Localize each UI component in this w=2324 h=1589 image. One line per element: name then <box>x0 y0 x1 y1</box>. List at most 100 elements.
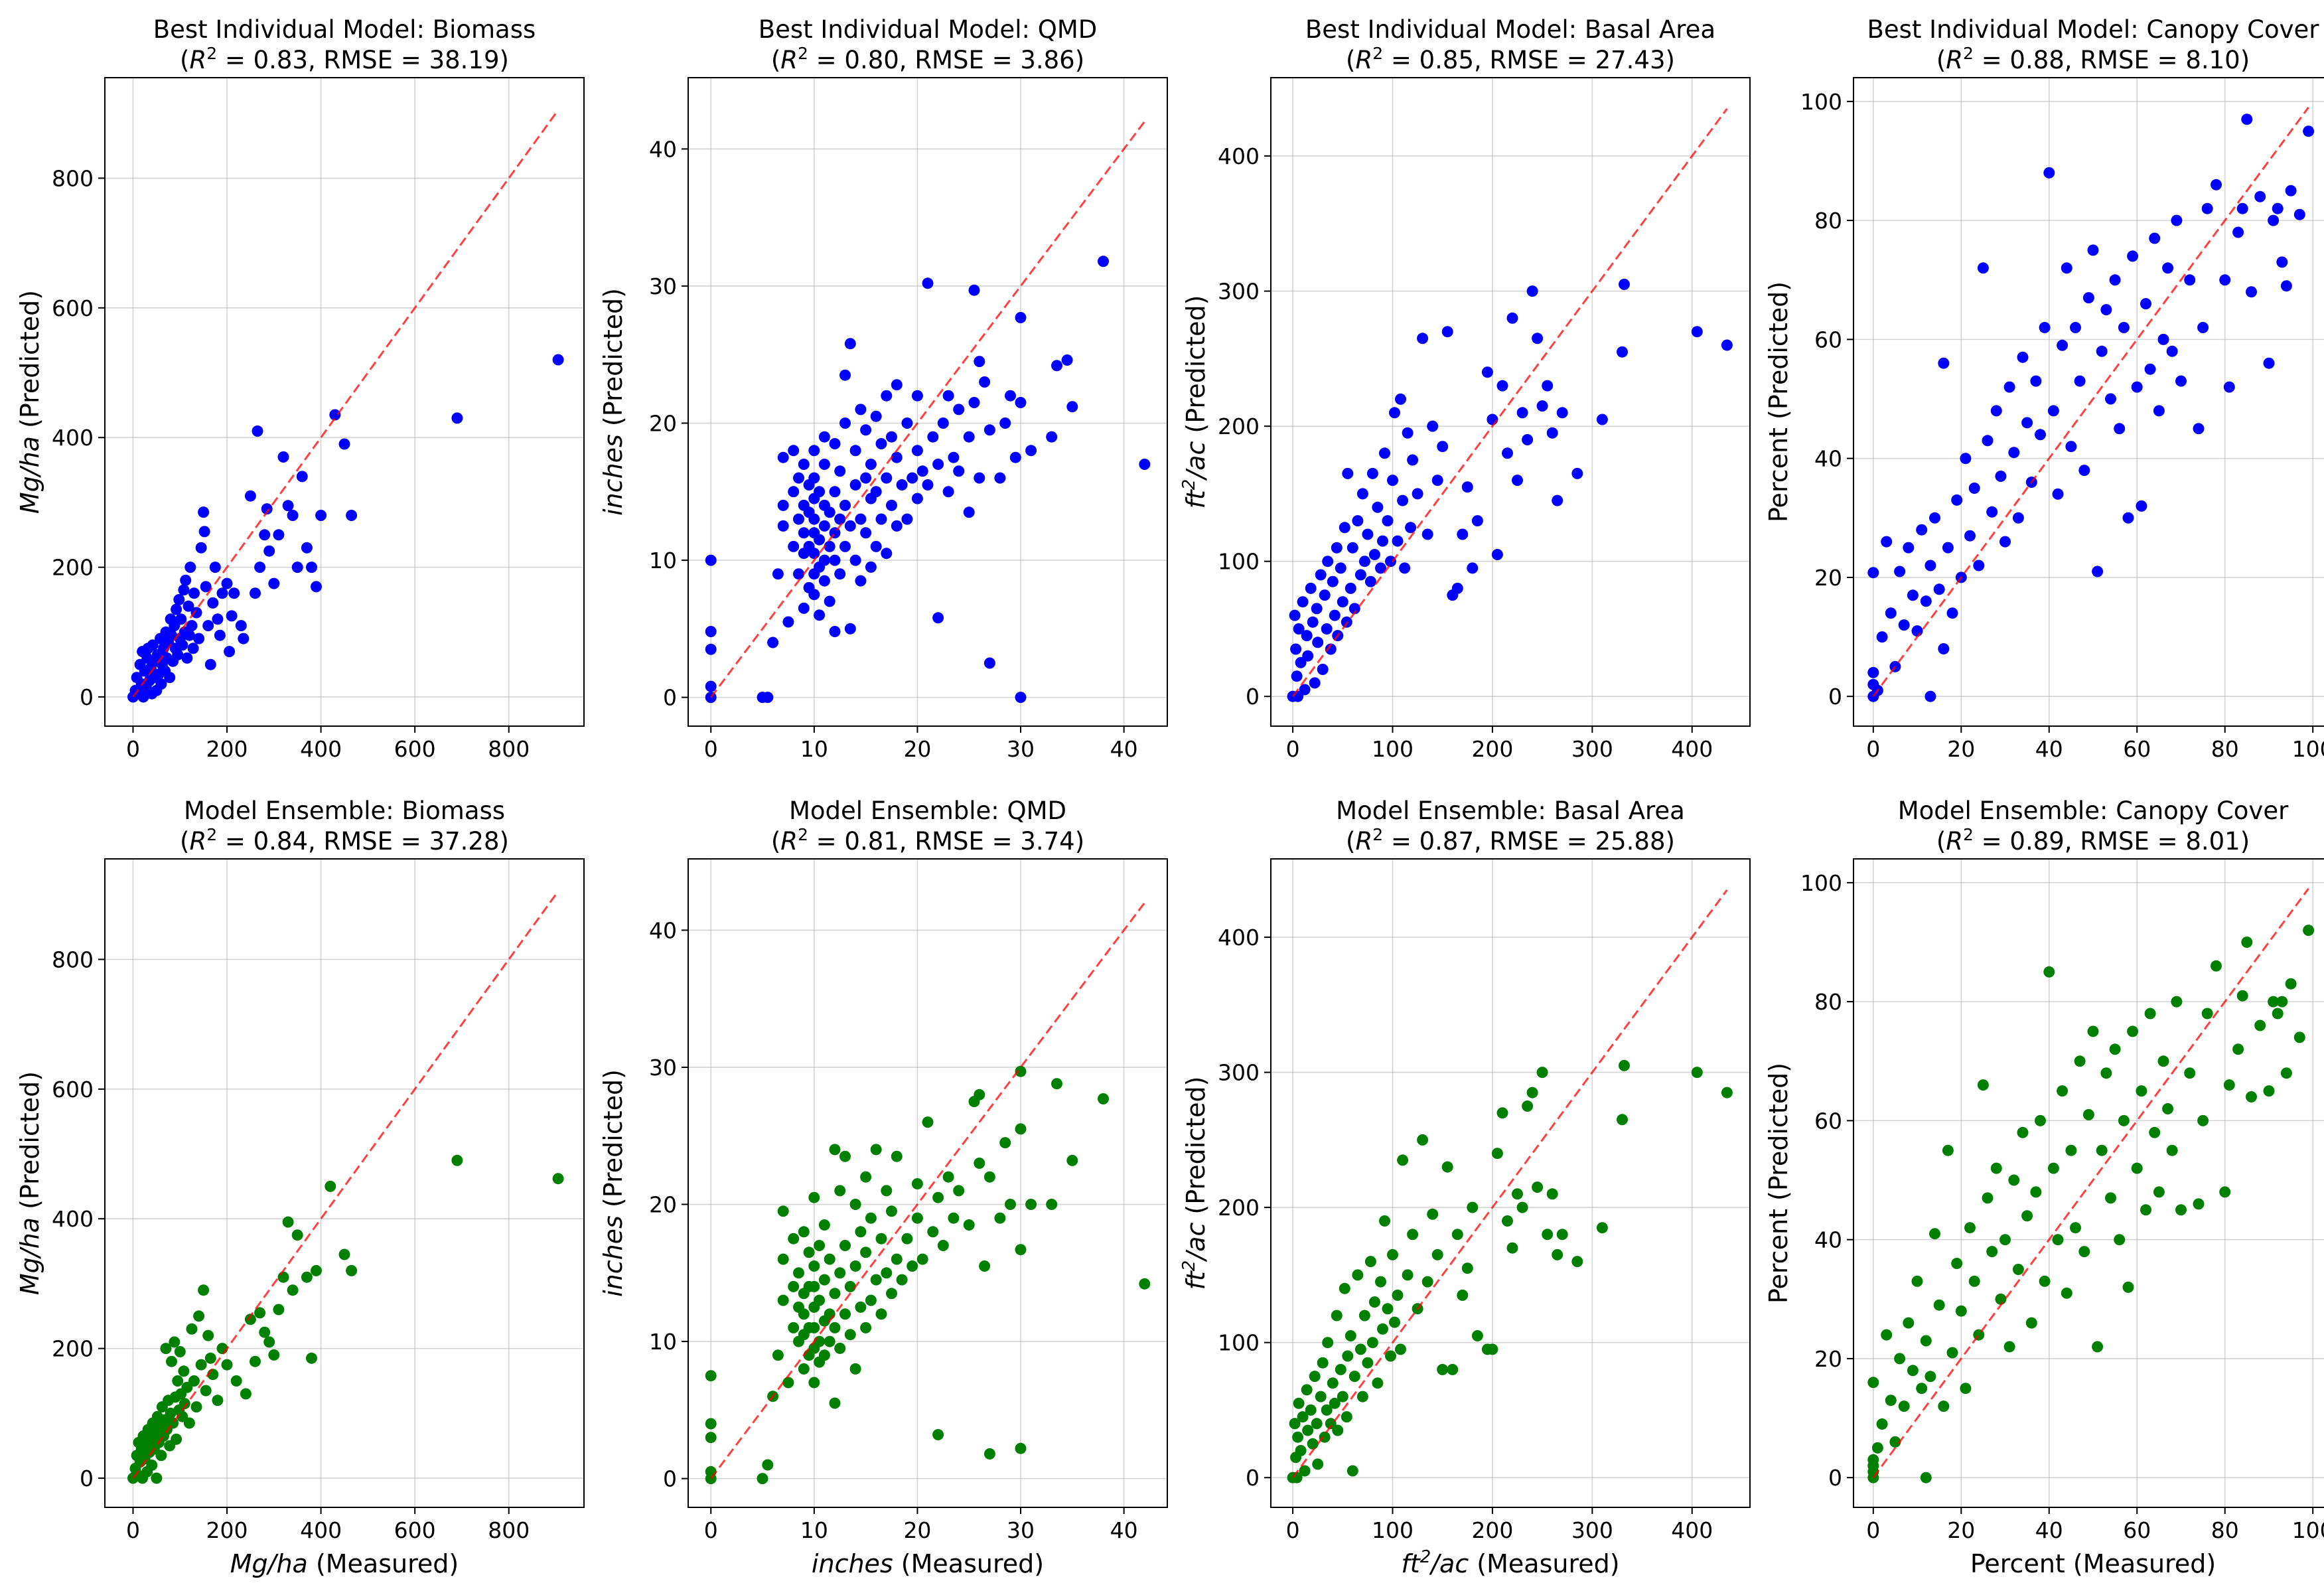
data-point <box>1427 420 1439 432</box>
y-axis-label: Percent (Predicted) <box>1764 1063 1793 1304</box>
data-point <box>1903 1317 1915 1329</box>
data-point <box>983 424 995 436</box>
data-point <box>1867 1377 1879 1389</box>
data-point <box>2303 125 2315 137</box>
y-axis-suffix: (Predicted) <box>599 1069 628 1215</box>
data-point <box>2157 1055 2169 1067</box>
data-point <box>1309 1371 1321 1383</box>
data-point <box>212 1395 224 1406</box>
data-point <box>174 1346 186 1357</box>
x-tick-label: 0 <box>1286 736 1300 762</box>
data-point <box>814 486 826 498</box>
data-point <box>814 534 826 546</box>
data-point <box>1066 401 1078 413</box>
data-point <box>1999 1234 2011 1246</box>
x-tick-label: 100 <box>2292 1517 2324 1543</box>
x-tick-label: 100 <box>1372 736 1414 762</box>
data-point <box>1951 1258 1963 1269</box>
data-point <box>1691 326 1703 338</box>
data-point <box>2201 1008 2213 1020</box>
data-point <box>1290 643 1302 655</box>
identity-line <box>1291 108 1728 698</box>
data-point <box>2012 1264 2024 1275</box>
data-point <box>818 554 830 566</box>
data-point <box>814 609 826 621</box>
data-point <box>311 1264 322 1276</box>
data-point <box>834 465 846 477</box>
data-point <box>2211 960 2222 972</box>
data-point <box>896 1274 908 1286</box>
stats-paren-open: ( <box>1936 827 1946 856</box>
data-point <box>1502 447 1513 459</box>
data-point <box>2078 1246 2090 1258</box>
chart-title: Best Individual Model: Biomass <box>153 15 536 44</box>
data-point <box>870 1144 882 1156</box>
data-point <box>1481 366 1493 378</box>
data-point <box>2100 304 2112 316</box>
data-point <box>171 603 182 615</box>
chart-title: Model Ensemble: Biomass <box>184 796 505 825</box>
data-point <box>1098 1093 1109 1104</box>
stats-paren-open: ( <box>180 827 189 856</box>
data-point <box>1372 1377 1384 1389</box>
data-point <box>2136 500 2147 512</box>
data-point <box>2201 202 2213 214</box>
data-point <box>200 1385 212 1397</box>
data-point <box>259 529 271 541</box>
data-point <box>338 438 350 450</box>
data-point <box>922 479 934 491</box>
data-point <box>1881 1329 1893 1341</box>
data-point <box>999 1137 1011 1149</box>
data-point <box>1871 1442 1883 1454</box>
data-point <box>2105 393 2116 405</box>
data-point <box>2246 1091 2257 1102</box>
data-point <box>1619 278 1630 290</box>
stats-paren-close: ) <box>1666 46 1675 74</box>
x-tick-label: 100 <box>1372 1517 1414 1543</box>
data-point <box>855 404 867 416</box>
y-tick-label: 200 <box>1218 414 1260 439</box>
data-point <box>1379 447 1390 459</box>
data-point <box>1461 1262 1473 1274</box>
data-point <box>1352 1269 1364 1281</box>
data-point <box>1329 1397 1341 1409</box>
data-point <box>875 1308 887 1320</box>
data-point <box>855 513 867 525</box>
data-point <box>1552 494 1563 506</box>
stats-r2-superscript: 2 <box>798 44 808 63</box>
data-point <box>793 568 804 580</box>
data-point <box>2047 405 2059 417</box>
data-point <box>2082 1108 2094 1120</box>
data-point <box>2219 1186 2231 1198</box>
data-point <box>2293 1031 2305 1043</box>
x-tick-label: 600 <box>394 736 436 762</box>
data-point <box>1292 1431 1304 1443</box>
data-point <box>160 1343 172 1355</box>
x-tick-label: 60 <box>2123 736 2151 762</box>
data-point <box>937 417 949 429</box>
y-tick-label: 0 <box>1828 1465 1842 1491</box>
data-point <box>953 465 965 477</box>
data-point <box>1344 1330 1356 1341</box>
data-point <box>901 417 913 429</box>
data-point <box>1925 560 1936 571</box>
stats-paren-close: ) <box>1075 827 1084 856</box>
data-point <box>244 1314 256 1325</box>
data-point <box>155 678 167 690</box>
data-point <box>1596 414 1608 425</box>
y-axis-unit: ft <box>1181 1270 1210 1290</box>
data-point <box>2272 202 2284 214</box>
data-point <box>451 412 463 424</box>
data-point <box>2030 1186 2042 1198</box>
y-axis-unit-rest: /ac <box>1181 441 1210 481</box>
data-point <box>1516 1201 1528 1213</box>
y-axis-unit: Mg/ha <box>15 436 44 514</box>
data-point <box>1372 501 1384 513</box>
data-point <box>1405 522 1417 534</box>
x-tick-label: 200 <box>1471 736 1513 762</box>
data-point <box>1542 1229 1554 1241</box>
y-tick-label: 0 <box>80 684 94 710</box>
data-point <box>188 587 200 599</box>
data-point <box>1305 582 1317 594</box>
data-point <box>1402 1269 1414 1281</box>
